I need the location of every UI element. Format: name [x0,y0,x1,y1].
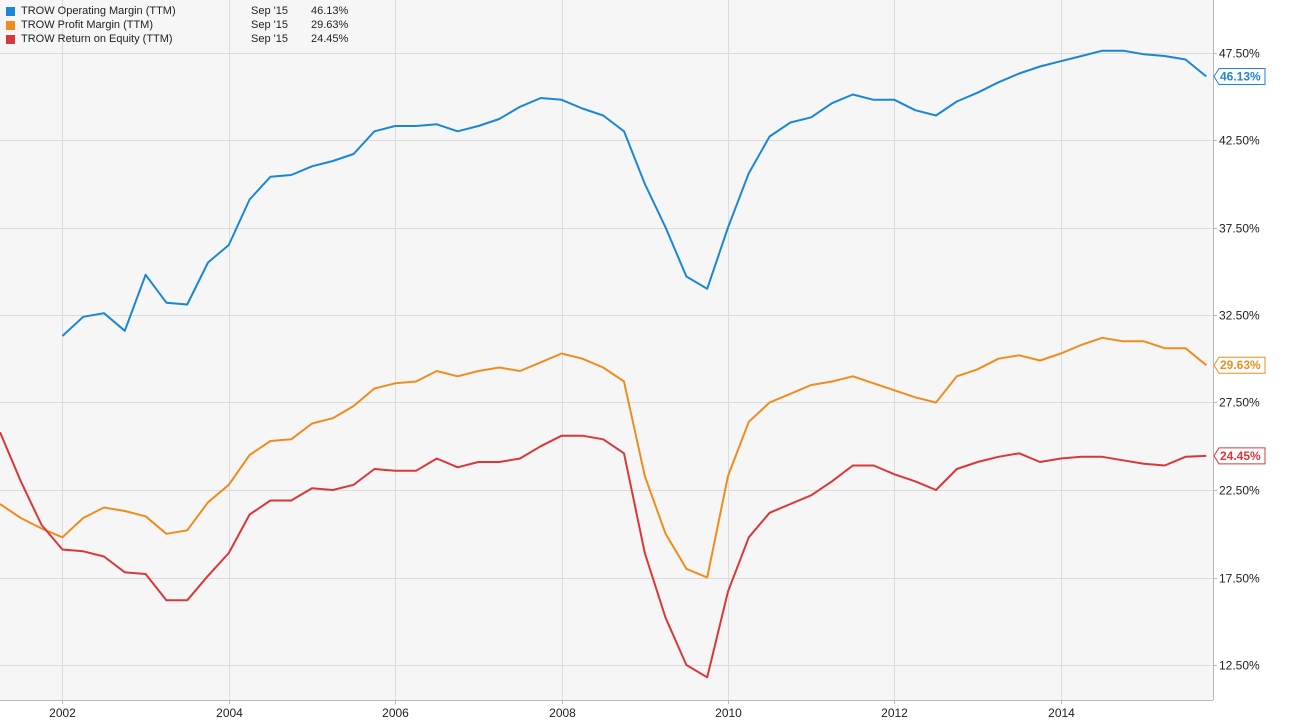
last-value-box [1213,67,1266,85]
legend-series-name: TROW Operating Margin (TTM) [21,5,176,17]
legend-value: 24.45% [311,33,349,45]
last-value-label: 24.45% [1220,449,1261,463]
last-value-label: 29.63% [1220,358,1261,372]
series-line-1[interactable] [0,336,1207,579]
legend-date: Sep '15 [251,33,288,45]
legend-series-name: TROW Profit Margin (TTM) [21,19,153,31]
last-value-tag: 24.45% [1213,447,1266,465]
last-value-tag: 46.13% [1213,67,1266,85]
last-value-box [1213,356,1266,374]
series-line-0[interactable] [61,49,1207,337]
x-tick-label: 2014 [1048,706,1075,720]
x-tick-labels: 2002 2004 2006 2008 2010 2012 2014 [49,700,1075,720]
x-tick-label: 2008 [549,706,576,720]
legend-swatch-icon [6,34,15,44]
legend-date: Sep '15 [251,5,288,17]
legend-series-name: TROW Return on Equity (TTM) [21,33,173,45]
grid-lines [0,0,1213,700]
y-tick-label: 12.50% [1219,659,1260,673]
y-tick-label: 47.50% [1219,47,1260,61]
legend: TROW Operating Margin (TTM) Sep '15 46.1… [6,4,371,46]
x-tick-label: 2012 [881,706,908,720]
y-tick-label: 37.50% [1219,222,1260,236]
legend-item-operating-margin[interactable]: TROW Operating Margin (TTM) Sep '15 46.1… [6,4,371,18]
legend-item-return-on-equity[interactable]: TROW Return on Equity (TTM) Sep '15 24.4… [6,32,371,46]
y-tick-label: 27.50% [1219,396,1260,410]
x-tick-label: 2002 [49,706,76,720]
y-tick-label: 17.50% [1219,572,1260,586]
x-tick-label: 2004 [216,706,243,720]
legend-item-profit-margin[interactable]: TROW Profit Margin (TTM) Sep '15 29.63% [6,18,371,32]
legend-swatch-icon [6,20,15,30]
legend-swatch-icon [6,6,15,16]
last-value-labels: 46.13% 29.63% 24.45% [1213,67,1266,465]
y-tick-label: 42.50% [1219,134,1260,148]
y-tick-label: 32.50% [1219,309,1260,323]
y-tick-label: 22.50% [1219,484,1260,498]
legend-value: 29.63% [311,19,349,31]
legend-date: Sep '15 [251,19,288,31]
y-tick-labels: 12.50% 17.50% 22.50% 27.50% 32.50% 37.50% 42.5… [1213,47,1260,673]
last-value-box [1213,447,1266,465]
legend-value: 46.13% [311,5,349,17]
last-value-label: 46.13% [1220,69,1261,83]
x-tick-label: 2010 [715,706,742,720]
x-tick-label: 2006 [382,706,409,720]
plot-background [0,0,1213,700]
series-lines [0,49,1207,679]
last-value-tag: 29.63% [1213,356,1266,374]
series-line-2[interactable] [0,431,1207,679]
